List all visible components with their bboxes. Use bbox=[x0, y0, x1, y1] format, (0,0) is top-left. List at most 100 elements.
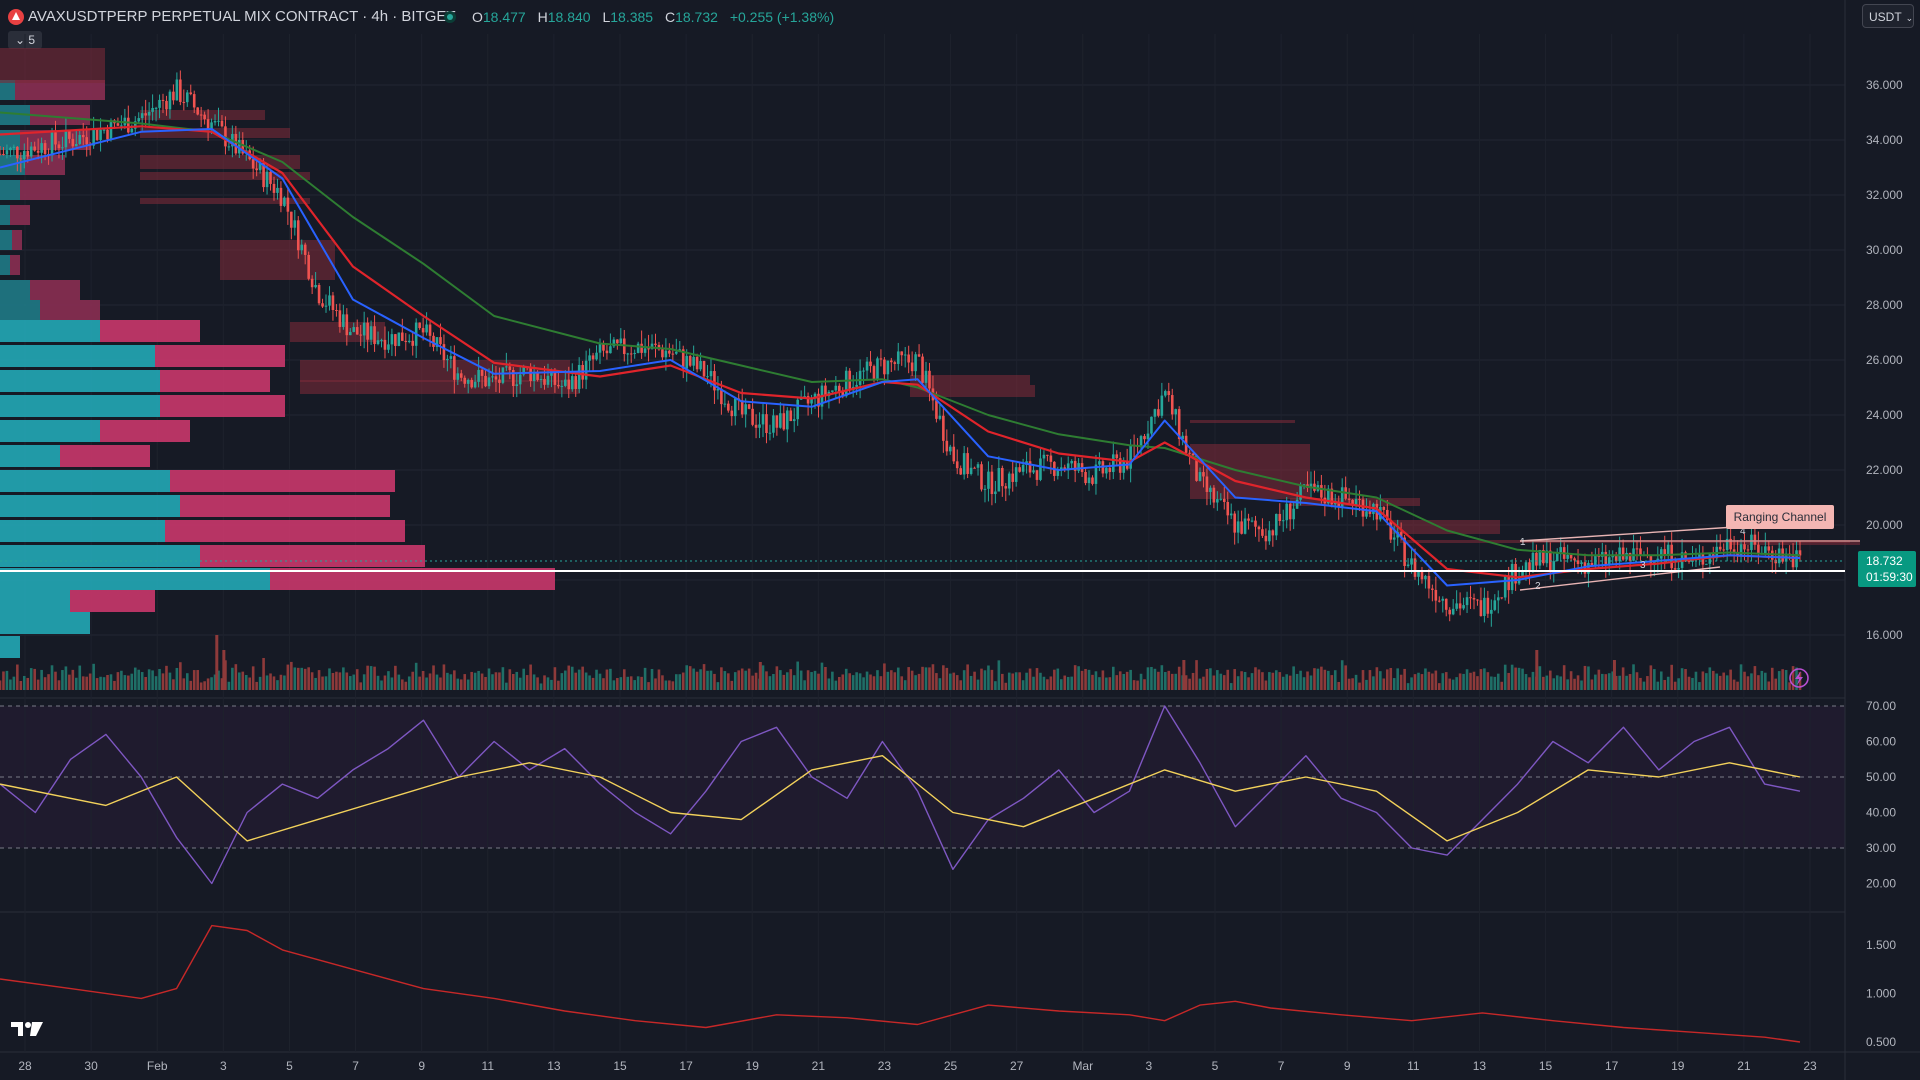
volume-bar bbox=[1004, 682, 1008, 690]
volume-bar bbox=[1750, 673, 1753, 690]
price-tick-label: 16.000 bbox=[1866, 628, 1903, 642]
volume-bar bbox=[300, 667, 304, 690]
price-tag-countdown: 01:59:30 bbox=[1866, 570, 1913, 584]
time-tick-label: 11 bbox=[482, 1059, 495, 1073]
candle-body bbox=[751, 408, 754, 425]
volume-bar bbox=[387, 671, 390, 690]
candle-body bbox=[522, 367, 525, 375]
volume-bar bbox=[168, 672, 172, 690]
candle-body bbox=[227, 146, 231, 148]
candle-body bbox=[1764, 546, 1767, 554]
volume-bar bbox=[994, 681, 997, 690]
volume-bar bbox=[307, 667, 310, 690]
candle-body bbox=[487, 377, 491, 387]
price-lines bbox=[0, 111, 1801, 587]
volume-profile-buy bbox=[0, 636, 20, 658]
ranging-channel-box[interactable] bbox=[1726, 505, 1834, 529]
volume-bar bbox=[518, 677, 522, 690]
volume-bar bbox=[383, 675, 387, 690]
candle-body bbox=[75, 143, 78, 147]
volume-bar bbox=[570, 666, 574, 690]
volume-profile-buy bbox=[0, 568, 270, 590]
volume-bar bbox=[872, 676, 876, 690]
volume-bar bbox=[1379, 671, 1382, 690]
volume-profile-buy bbox=[0, 545, 200, 567]
volume-bar bbox=[50, 665, 54, 690]
volume-bar bbox=[883, 663, 886, 690]
volume-bar bbox=[1486, 672, 1490, 690]
volume-bar bbox=[796, 661, 799, 690]
candle-body bbox=[394, 334, 397, 346]
tradingview-logo-icon[interactable] bbox=[10, 1020, 44, 1038]
candle-body bbox=[352, 327, 356, 332]
volume-bar bbox=[185, 673, 189, 690]
candle-body bbox=[869, 361, 872, 367]
candle-body bbox=[862, 370, 865, 372]
candle-body bbox=[1434, 589, 1438, 601]
symbol-title[interactable]: AVAXUSDTPERP PERPETUAL MIX CONTRACT · 4h… bbox=[28, 8, 456, 25]
candle-body bbox=[480, 369, 484, 376]
candle-body bbox=[61, 147, 64, 149]
volume-bar bbox=[1528, 677, 1531, 690]
volume-bar bbox=[938, 678, 942, 690]
volume-profile-sell bbox=[25, 155, 65, 175]
candle-body bbox=[994, 491, 997, 495]
volume-bar bbox=[338, 672, 342, 690]
channel-point-label: 2 bbox=[1535, 581, 1541, 592]
volume-bar bbox=[640, 676, 643, 690]
volume-bar bbox=[1476, 676, 1479, 690]
candle-body bbox=[1670, 544, 1673, 569]
volume-bar bbox=[723, 671, 727, 690]
candle-body bbox=[466, 379, 470, 384]
candle-body bbox=[616, 339, 619, 344]
volume-bar bbox=[1403, 668, 1406, 690]
volume-bar bbox=[713, 673, 716, 690]
volume-profile-buy bbox=[0, 320, 100, 342]
lightning-icon[interactable] bbox=[1789, 668, 1809, 688]
candle-body bbox=[418, 322, 421, 329]
volume-bar bbox=[1157, 671, 1160, 690]
candle-body bbox=[470, 379, 473, 388]
volume-bar bbox=[1202, 676, 1205, 690]
candle-body bbox=[348, 331, 352, 336]
volume-bar bbox=[466, 679, 470, 690]
volume-bar bbox=[75, 677, 78, 690]
candle-body bbox=[179, 79, 182, 102]
candle-body bbox=[806, 396, 810, 404]
candle-body bbox=[1105, 467, 1108, 474]
candle-body bbox=[733, 398, 737, 417]
candle-body bbox=[1514, 563, 1517, 584]
candle-body bbox=[1583, 562, 1587, 574]
candle-body bbox=[1039, 458, 1042, 480]
candle-body bbox=[633, 352, 636, 354]
volume-bar bbox=[879, 676, 883, 690]
candle-body bbox=[387, 344, 390, 350]
price-tick-label: 30.000 bbox=[1866, 243, 1903, 257]
volume-bar bbox=[390, 677, 394, 690]
volume-bar bbox=[217, 670, 220, 690]
volume-bar bbox=[279, 674, 283, 690]
atr-pane bbox=[0, 924, 1801, 1043]
currency-select[interactable]: USDT ⌄ bbox=[1862, 4, 1914, 28]
volume-profile-buy bbox=[0, 445, 60, 467]
volume-bar bbox=[1760, 670, 1764, 690]
volume-bar bbox=[1601, 673, 1604, 690]
avalanche-logo-icon bbox=[8, 9, 24, 25]
volume-bar bbox=[1777, 671, 1781, 690]
time-tick-label: 15 bbox=[613, 1059, 627, 1073]
volume-bar bbox=[1729, 669, 1732, 690]
candle-body bbox=[619, 338, 623, 344]
candle-body bbox=[560, 385, 564, 387]
candle-body bbox=[175, 79, 179, 101]
volume-bar bbox=[619, 677, 623, 690]
volume-bar bbox=[886, 671, 890, 690]
volume-bar bbox=[1368, 670, 1372, 690]
volume-bar bbox=[917, 673, 921, 690]
time-tick-label: 7 bbox=[1278, 1059, 1285, 1073]
candle-body bbox=[810, 398, 813, 404]
candle-body bbox=[782, 413, 786, 430]
volume-bar bbox=[990, 669, 994, 690]
candle-body bbox=[508, 366, 512, 371]
volume-bar bbox=[709, 670, 713, 690]
